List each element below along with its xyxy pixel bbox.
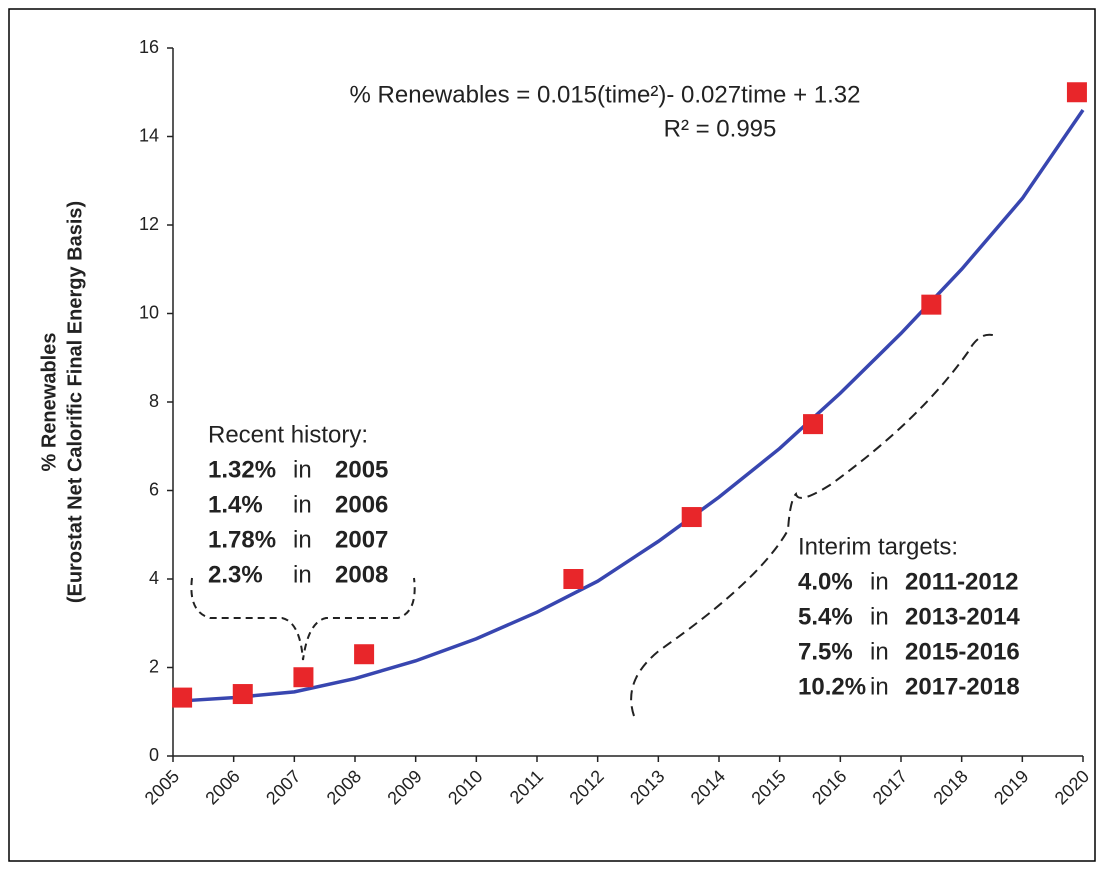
targets-row-text: 2013-2014 (905, 603, 1020, 630)
targets-row-text: 5.4% (798, 603, 853, 630)
targets-row-text: 7.5% (798, 638, 853, 665)
history-row-text: 2.3% (208, 561, 263, 588)
marker (803, 414, 824, 435)
history-row-text: 1.78% (208, 526, 276, 553)
y-tick-label: 4 (149, 568, 159, 588)
y-axis-title-line: (Eurostat Net Calorific Final Energy Bas… (64, 201, 86, 603)
targets-bracket (630, 333, 997, 717)
y-tick-label: 8 (149, 391, 159, 411)
history-row-text: 2007 (335, 526, 388, 553)
history-title: Recent history: (208, 421, 368, 448)
history-row-text: 1.32% (208, 456, 276, 483)
marker (563, 569, 584, 589)
y-tick-label: 14 (139, 125, 159, 145)
targets-row-text: in (870, 603, 889, 630)
marker (172, 687, 193, 708)
targets-title: Interim targets: (798, 533, 958, 560)
targets-row-text: in (870, 568, 889, 595)
history-bracket (190, 577, 416, 661)
history-row-text: 2008 (335, 561, 388, 588)
equation: % Renewables = 0.015(time²)- 0.027time +… (350, 81, 861, 108)
history-row-text: 2006 (335, 491, 388, 518)
y-axis-title: % Renewables (Eurostat Net Calorific Fin… (38, 201, 86, 603)
targets-row-text: 2015-2016 (905, 638, 1020, 665)
targets-row-text: 10.2% (798, 673, 866, 700)
marker (681, 507, 702, 528)
r-squared: R² = 0.995 (664, 115, 777, 142)
targets-row-text: in (870, 638, 889, 665)
targets-row-text: 2017-2018 (905, 673, 1020, 700)
marker (1066, 82, 1087, 103)
history-row-text: in (293, 526, 312, 553)
y-tick-label: 12 (139, 214, 159, 234)
y-tick-label: 16 (139, 37, 159, 57)
y-tick-label: 0 (149, 745, 159, 765)
history-row-text: in (293, 491, 312, 518)
y-tick-label: 2 (149, 656, 159, 676)
targets-row-text: in (870, 673, 889, 700)
history-row-text: in (293, 561, 312, 588)
targets-row-text: 4.0% (798, 568, 853, 595)
marker (293, 667, 314, 688)
history-row-text: 1.4% (208, 491, 263, 518)
history-row-text: in (293, 456, 312, 483)
frame (8, 8, 1096, 862)
y-tick-label: 10 (139, 302, 159, 322)
marker (921, 294, 942, 315)
marker (232, 684, 253, 705)
history-row-text: 2005 (335, 456, 388, 483)
y-tick-label: 6 (149, 479, 159, 499)
y-axis-title-line: % Renewables (38, 333, 60, 472)
targets-row-text: 2011-2012 (905, 568, 1018, 595)
marker (354, 644, 375, 665)
